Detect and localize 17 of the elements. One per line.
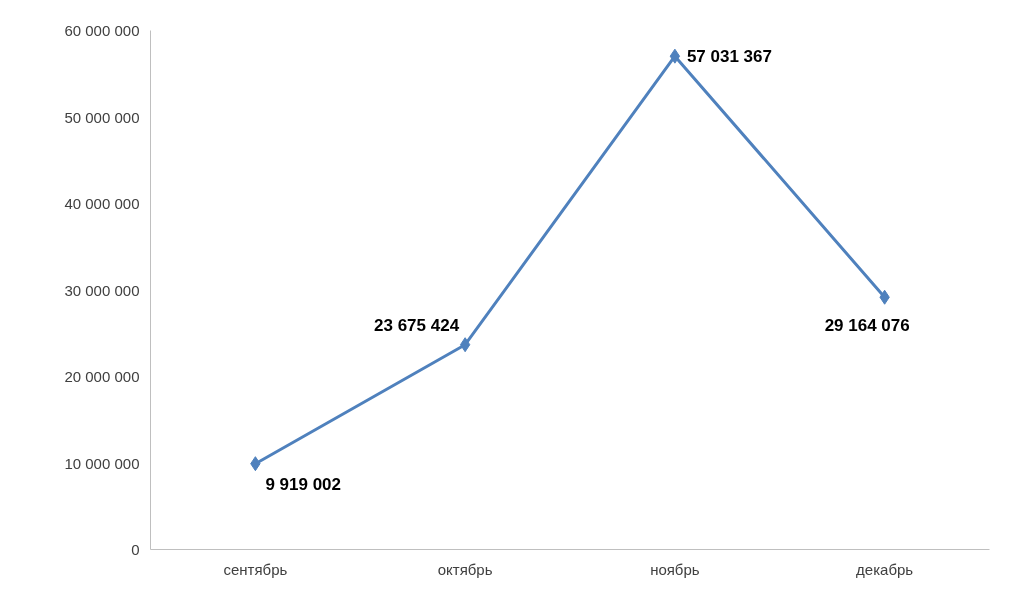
y-tick-label: 50 000 000 (64, 108, 140, 126)
y-tick-label: 10 000 000 (64, 454, 140, 472)
y-tick-label: 60 000 000 (64, 22, 140, 39)
y-tick-label: 20 000 000 (64, 368, 140, 385)
x-tick-label: ноябрь (650, 560, 700, 578)
x-tick-label: октябрь (437, 560, 493, 578)
point (669, 48, 681, 64)
data-label: 23 675 424 (374, 315, 460, 335)
y-tick-label: 0 (131, 541, 140, 558)
data-label: 9 919 002 (265, 474, 342, 494)
data-label: 29 164 076 (824, 316, 910, 336)
y-tick-label: 40 000 000 (64, 195, 140, 212)
y-tick-label: 30 000 000 (64, 281, 140, 299)
x-tick-label: сентябрь (223, 560, 288, 578)
data-label: 57 031 367 (686, 47, 772, 67)
point (459, 337, 471, 353)
x-tick-label: декабрь (856, 560, 914, 578)
